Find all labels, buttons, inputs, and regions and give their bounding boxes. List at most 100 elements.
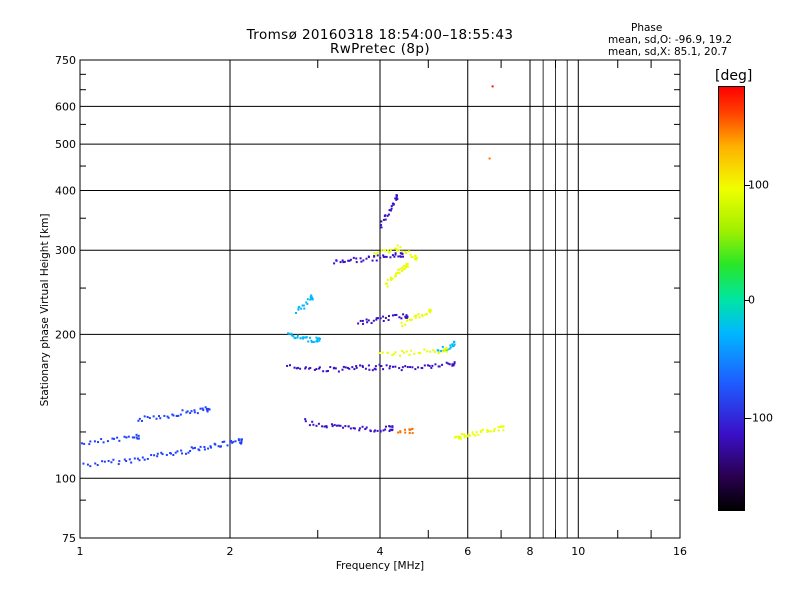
data-point bbox=[299, 367, 302, 370]
data-point bbox=[237, 438, 240, 441]
data-point bbox=[391, 314, 394, 317]
data-point bbox=[428, 364, 431, 367]
data-point bbox=[438, 351, 441, 354]
data-point bbox=[378, 363, 381, 366]
data-point bbox=[333, 262, 336, 265]
data-point bbox=[437, 349, 440, 352]
data-point bbox=[341, 368, 344, 371]
data-point bbox=[325, 425, 328, 428]
data-point bbox=[161, 453, 164, 456]
data-point bbox=[198, 449, 201, 452]
data-point bbox=[294, 337, 297, 340]
data-point bbox=[309, 296, 312, 299]
data-point bbox=[426, 364, 429, 367]
data-point bbox=[361, 364, 364, 367]
data-point bbox=[389, 428, 392, 431]
data-point bbox=[403, 267, 406, 270]
data-point bbox=[389, 425, 392, 428]
data-point bbox=[453, 362, 456, 365]
data-point bbox=[322, 370, 325, 373]
data-point bbox=[399, 246, 402, 249]
data-point bbox=[395, 247, 398, 250]
data-point bbox=[359, 364, 362, 367]
data-point bbox=[323, 425, 326, 428]
data-point bbox=[384, 255, 387, 258]
data-point bbox=[312, 423, 315, 426]
data-point bbox=[395, 194, 398, 197]
data-point bbox=[226, 444, 229, 447]
y-tick-label: 100 bbox=[55, 472, 76, 485]
data-point bbox=[199, 445, 202, 448]
data-point bbox=[292, 335, 295, 338]
data-point bbox=[400, 269, 403, 272]
data-point bbox=[337, 370, 340, 373]
data-point bbox=[395, 272, 398, 275]
data-point bbox=[361, 425, 364, 428]
data-point bbox=[411, 432, 414, 435]
data-point bbox=[288, 332, 291, 335]
data-point bbox=[94, 462, 97, 465]
data-point bbox=[221, 441, 224, 444]
data-point bbox=[387, 319, 390, 322]
data-point bbox=[385, 255, 388, 258]
data-point bbox=[375, 259, 378, 262]
data-point bbox=[300, 307, 303, 310]
data-point bbox=[428, 311, 431, 314]
data-point bbox=[384, 316, 387, 319]
data-point bbox=[231, 441, 234, 444]
data-point bbox=[337, 424, 340, 427]
data-point bbox=[404, 365, 407, 368]
colorbar bbox=[718, 86, 745, 511]
data-point bbox=[287, 332, 290, 335]
data-point bbox=[445, 361, 448, 364]
data-point bbox=[488, 157, 491, 160]
data-point bbox=[304, 366, 307, 369]
data-point bbox=[455, 435, 458, 438]
data-point bbox=[443, 350, 446, 353]
data-point bbox=[434, 363, 437, 366]
data-point bbox=[296, 366, 299, 369]
data-point bbox=[393, 255, 396, 258]
data-point bbox=[347, 259, 350, 262]
data-point bbox=[196, 412, 199, 415]
data-point bbox=[165, 453, 168, 456]
data-point bbox=[193, 411, 196, 414]
data-point bbox=[156, 452, 159, 455]
data-point bbox=[502, 429, 505, 432]
data-point bbox=[82, 462, 85, 465]
data-point bbox=[415, 257, 418, 260]
data-point bbox=[302, 336, 305, 339]
data-point bbox=[174, 451, 177, 454]
data-point bbox=[388, 367, 391, 370]
data-point bbox=[240, 440, 243, 443]
data-point bbox=[312, 340, 315, 343]
data-point bbox=[445, 347, 448, 350]
data-point bbox=[150, 454, 153, 457]
data-point bbox=[453, 343, 456, 346]
data-point bbox=[384, 249, 387, 252]
data-point bbox=[408, 428, 411, 431]
data-point bbox=[380, 365, 383, 368]
data-point bbox=[384, 218, 387, 221]
data-point bbox=[463, 436, 466, 439]
data-point bbox=[89, 440, 92, 443]
data-point bbox=[417, 313, 420, 316]
data-point bbox=[389, 256, 392, 259]
data-point bbox=[167, 416, 170, 419]
data-point bbox=[107, 459, 110, 462]
data-point bbox=[419, 352, 422, 355]
data-point bbox=[125, 460, 128, 463]
data-point bbox=[398, 249, 401, 252]
data-point bbox=[391, 254, 394, 257]
data-point bbox=[299, 337, 302, 340]
data-point bbox=[379, 317, 382, 320]
data-point bbox=[187, 451, 190, 454]
data-point bbox=[112, 458, 115, 461]
data-point bbox=[118, 460, 121, 463]
data-point bbox=[389, 276, 392, 279]
data-point bbox=[389, 209, 392, 212]
data-point bbox=[382, 255, 385, 258]
data-point bbox=[379, 430, 382, 433]
data-point bbox=[373, 430, 376, 433]
